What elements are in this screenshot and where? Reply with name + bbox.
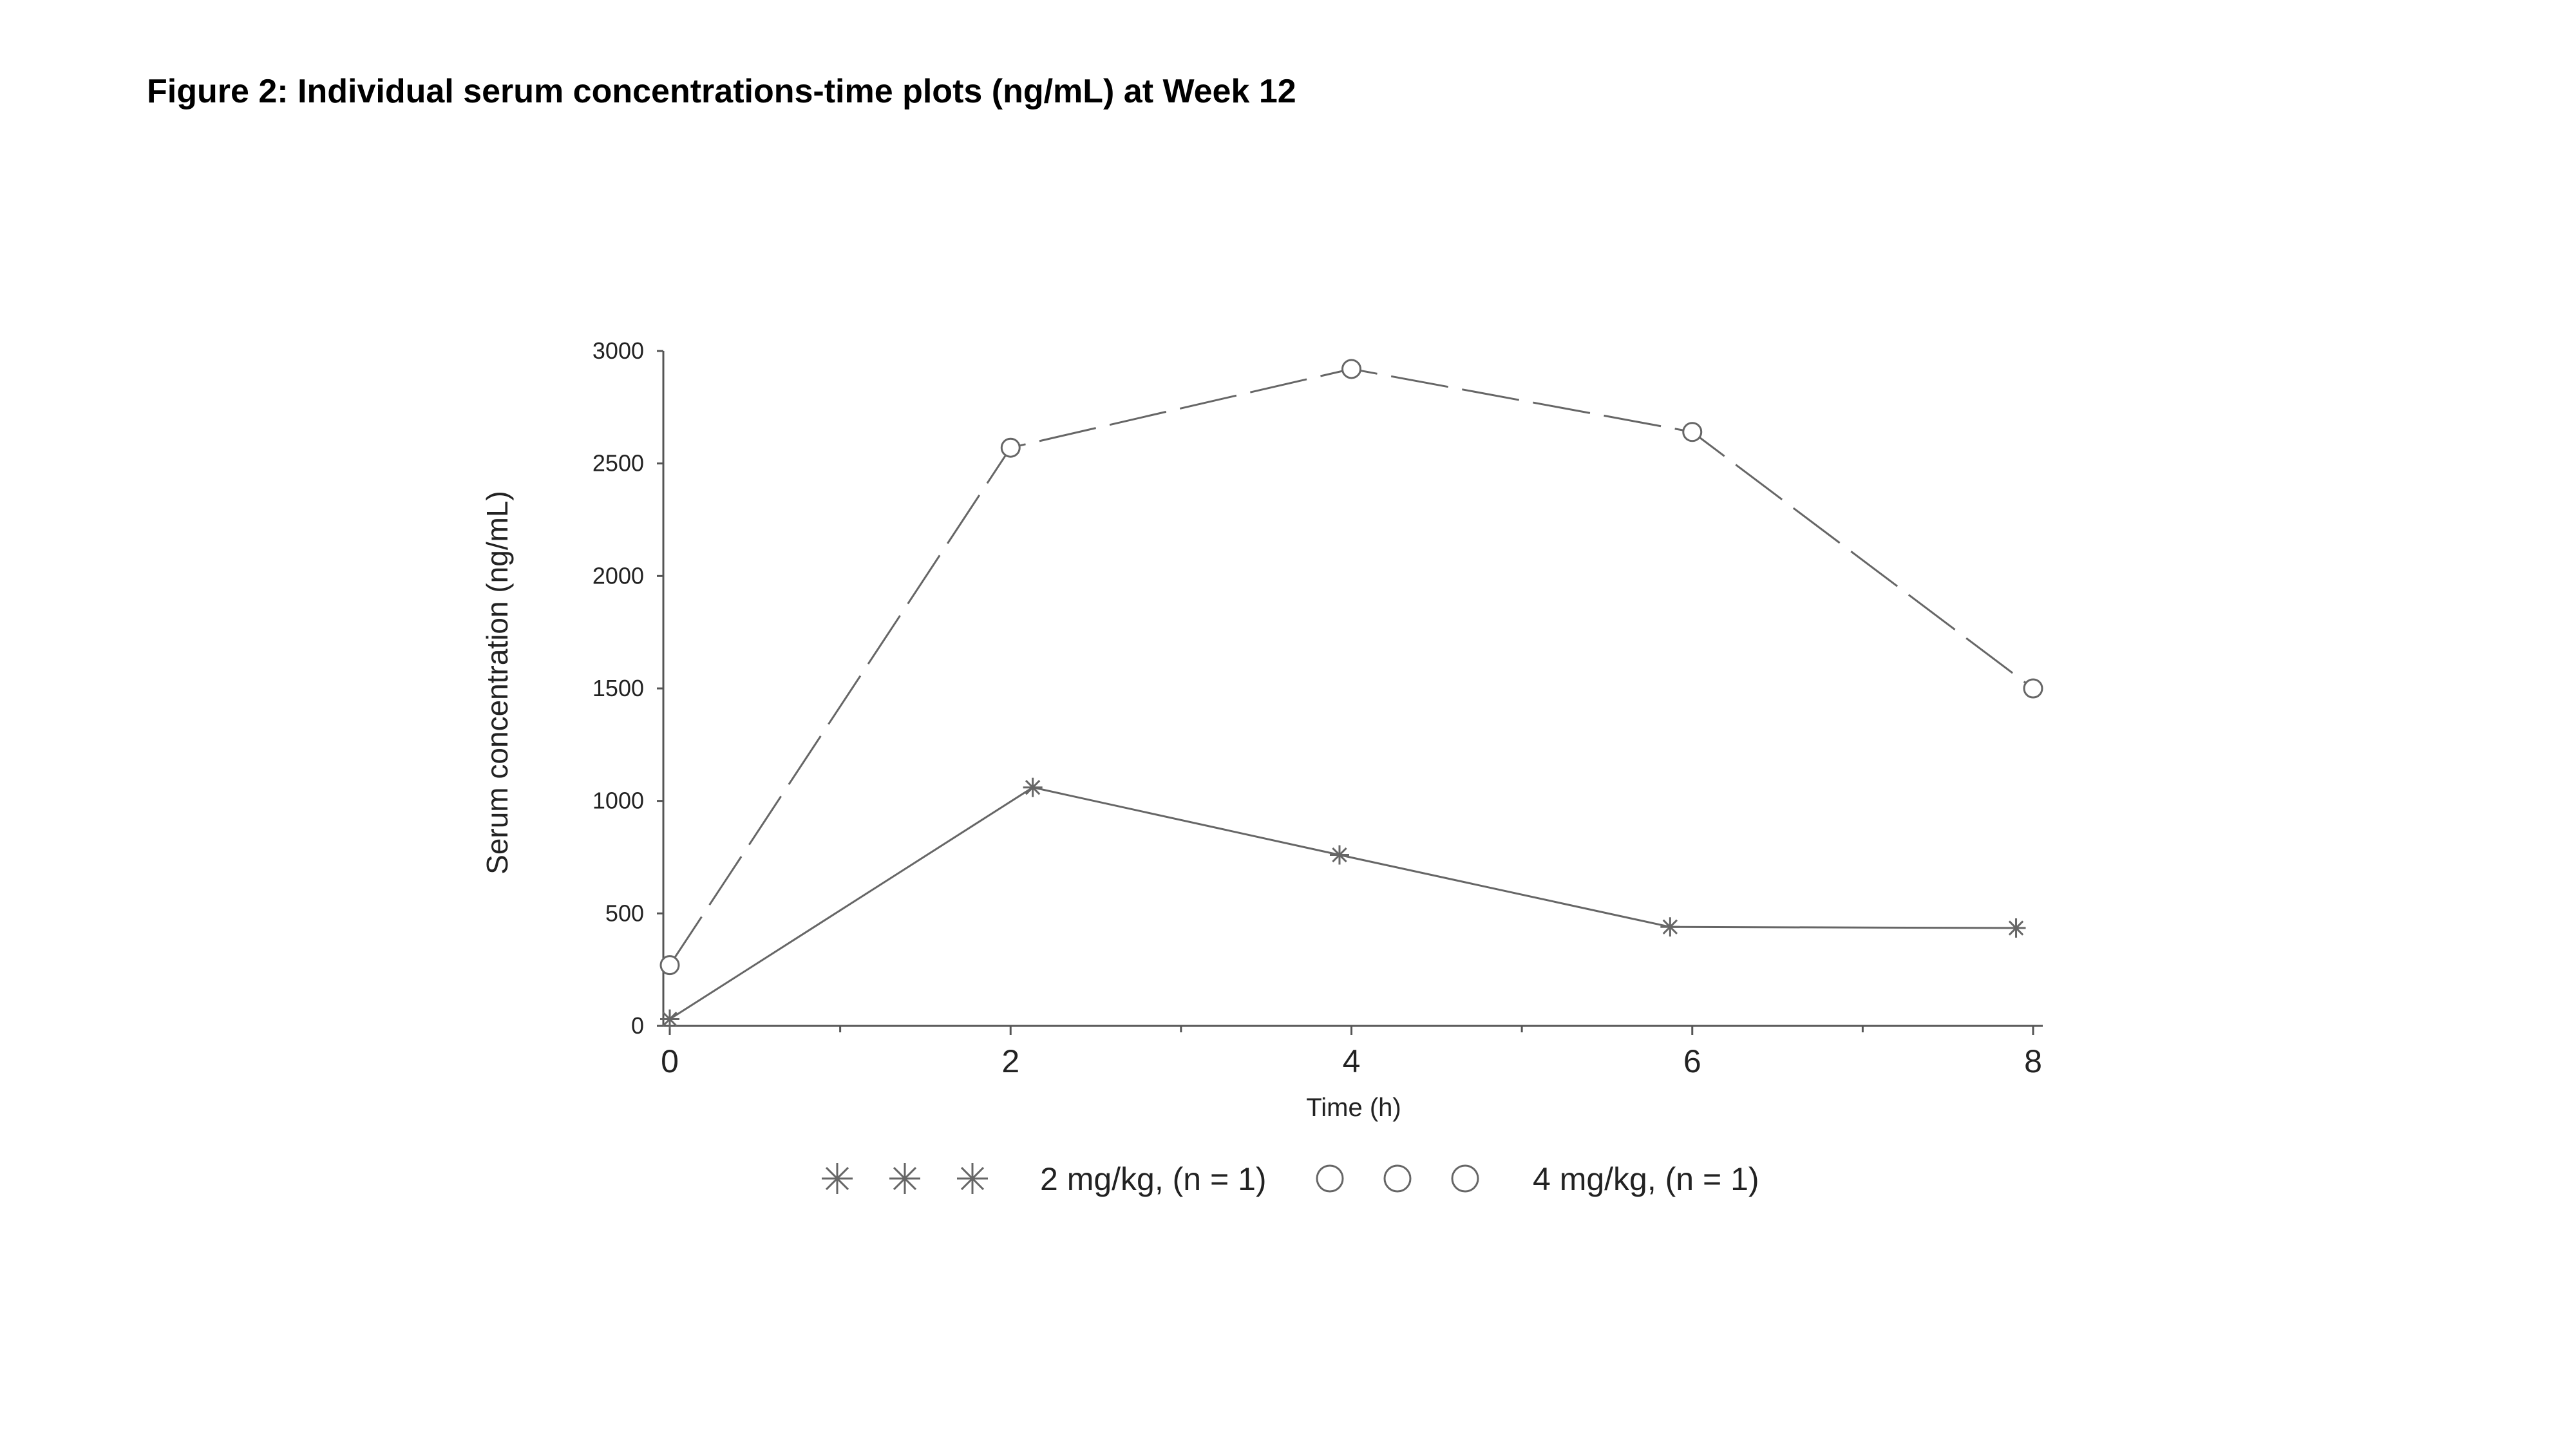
x-tick-label: 6 xyxy=(1683,1043,1701,1079)
data-point-marker xyxy=(1023,777,1043,797)
legend-marker xyxy=(1316,1164,1344,1193)
x-tick-label: 8 xyxy=(2024,1043,2042,1079)
data-point-marker xyxy=(1660,917,1680,937)
legend-marker xyxy=(957,1163,988,1194)
data-point-marker xyxy=(660,1009,679,1029)
y-tick-label: 2500 xyxy=(592,450,644,477)
x-tick-label: 0 xyxy=(661,1043,679,1079)
legend-marker xyxy=(1451,1164,1479,1193)
y-tick-label: 3000 xyxy=(592,337,644,364)
axes: 0 500 1000 1500 2000 2500 3000 0 2 4 6 8 xyxy=(592,337,2043,1079)
data-point-marker xyxy=(1329,845,1349,865)
x-axis-title: Time (h) xyxy=(1306,1094,1401,1122)
legend-label: 2 mg/kg, (n = 1) xyxy=(1040,1161,1267,1197)
data-point-marker xyxy=(1000,437,1021,458)
data-point-marker xyxy=(1682,422,1703,442)
y-tick-label: 2000 xyxy=(592,562,644,589)
legend-marker xyxy=(822,1163,853,1194)
data-point-marker xyxy=(2006,918,2026,938)
data-point-marker xyxy=(1341,359,1361,379)
x-tick-label: 4 xyxy=(1343,1043,1361,1079)
y-tick-label: 0 xyxy=(631,1012,644,1039)
legend-marker xyxy=(1383,1164,1412,1193)
series-layer xyxy=(659,359,2043,1029)
legend-marker xyxy=(889,1163,920,1194)
series-line-1 xyxy=(669,786,2016,1020)
legend: 2 mg/kg, (n = 1) 4 mg/kg, (n = 1) xyxy=(822,1161,1759,1197)
data-point-marker xyxy=(659,955,680,976)
series-line-2 xyxy=(668,368,2034,966)
y-tick-label: 500 xyxy=(605,900,644,926)
figure-title: Figure 2: Individual serum concentration… xyxy=(147,73,1296,110)
y-axis-title: Serum concentration (ng/mL) xyxy=(480,491,514,875)
x-tick-label: 2 xyxy=(1001,1043,1019,1079)
legend-label: 4 mg/kg, (n = 1) xyxy=(1533,1161,1759,1197)
y-tick-label: 1000 xyxy=(592,788,644,814)
data-point-marker xyxy=(2023,678,2043,699)
y-tick-label: 1500 xyxy=(592,675,644,701)
